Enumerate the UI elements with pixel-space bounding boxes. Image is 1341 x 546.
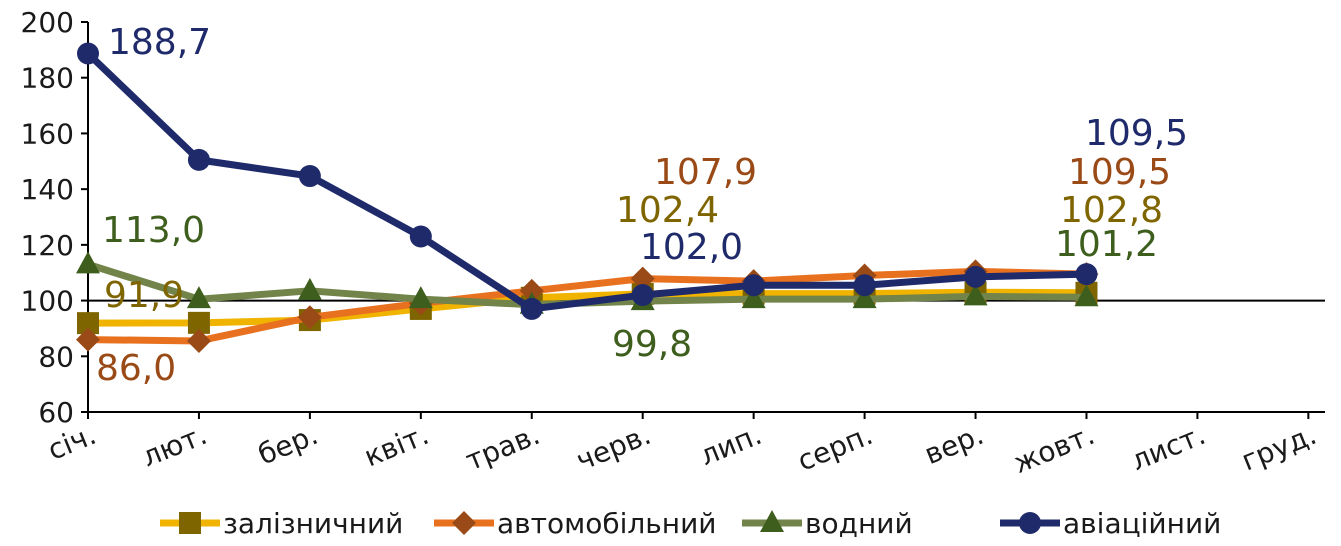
data-point-водний bbox=[1074, 284, 1099, 307]
y-tick-label: 100 bbox=[21, 285, 74, 318]
data-label-водний: 101,2 bbox=[1055, 224, 1158, 265]
data-point-автомобільний bbox=[519, 278, 544, 303]
data-point-водний bbox=[408, 286, 433, 309]
data-labels: 91,9 102,4 102,8 86,0 107,9 109,5 113,0 99,8 101… bbox=[96, 22, 1188, 389]
data-point-залізничний bbox=[179, 512, 201, 534]
data-label-автомобільний: 109,5 bbox=[1068, 152, 1171, 193]
data-point-авіаційний bbox=[409, 225, 432, 248]
series-line bbox=[84, 267, 1090, 345]
x-tick-label: груд. bbox=[1237, 418, 1321, 478]
data-point-водний bbox=[186, 286, 211, 309]
data-label-автомобільний: 86,0 bbox=[96, 348, 176, 389]
series-залізничний bbox=[77, 281, 1098, 335]
data-point-авіаційний bbox=[742, 274, 765, 297]
data-point-авіаційний bbox=[77, 42, 99, 65]
x-tick-label: лип. bbox=[695, 418, 766, 472]
y-tick-label: 80 bbox=[38, 340, 74, 373]
data-label-авіаційний: 188,7 bbox=[108, 22, 211, 63]
y-tick-label: 200 bbox=[21, 6, 74, 39]
y-tick-label: 160 bbox=[21, 117, 74, 150]
data-label-залізничний: 102,4 bbox=[616, 190, 719, 231]
legend-label: авіаційний bbox=[1063, 507, 1221, 540]
data-point-водний bbox=[852, 286, 877, 309]
legend-label: залізничний bbox=[223, 507, 403, 540]
x-tick-label: бер. bbox=[253, 418, 322, 472]
data-label-авіаційний: 102,0 bbox=[640, 227, 743, 268]
x-tick-label: лют. bbox=[137, 418, 211, 474]
data-point-авіаційний bbox=[1075, 263, 1098, 286]
data-point-водний bbox=[297, 277, 322, 300]
x-tick-label: жовт. bbox=[1009, 418, 1099, 480]
data-point-автомобільний bbox=[76, 327, 100, 352]
data-point-автомобільний bbox=[452, 511, 476, 535]
series-авіаційний bbox=[77, 42, 1098, 320]
data-point-водний bbox=[760, 510, 784, 532]
data-label-автомобільний: 107,9 bbox=[654, 152, 757, 193]
x-tick-label: трав. bbox=[461, 418, 544, 477]
x-tick-label: лист. bbox=[1127, 418, 1210, 477]
legend-label: автомобільний bbox=[497, 507, 717, 540]
series-line bbox=[84, 288, 1090, 327]
y-tick-label: 60 bbox=[38, 396, 74, 429]
legend-item-автомобільний: автомобільний bbox=[434, 507, 717, 540]
y-tick-label: 120 bbox=[21, 229, 74, 262]
legend-label: водний bbox=[805, 507, 913, 540]
data-point-водний bbox=[741, 286, 766, 309]
data-point-залізничний bbox=[187, 311, 210, 334]
data-point-водний bbox=[963, 283, 988, 306]
legend-item-авіаційний: авіаційний bbox=[1000, 507, 1221, 540]
data-label-водний: 99,8 bbox=[612, 324, 692, 365]
data-point-авіаційний bbox=[964, 265, 987, 288]
x-tick-label: серп. bbox=[793, 418, 877, 478]
data-point-авіаційний bbox=[631, 284, 654, 306]
data-point-авіаційний bbox=[853, 274, 876, 297]
y-tick-label: 180 bbox=[21, 62, 74, 95]
series-line bbox=[84, 49, 1090, 313]
data-point-автомобільний bbox=[297, 305, 322, 330]
data-point-автомобільний bbox=[630, 266, 655, 291]
data-point-авіаційний bbox=[520, 297, 543, 320]
data-point-залізничний bbox=[77, 312, 99, 335]
data-label-водний: 113,0 bbox=[102, 210, 205, 251]
data-point-водний bbox=[76, 251, 100, 274]
data-label-авіаційний: 109,5 bbox=[1085, 113, 1188, 154]
series-lines bbox=[76, 42, 1099, 353]
x-tick-label: квіт. bbox=[360, 418, 434, 473]
x-tick-label: вер. bbox=[920, 418, 988, 471]
data-point-автомобільний bbox=[186, 328, 211, 353]
data-label-залізничний: 102,8 bbox=[1060, 190, 1163, 231]
data-point-авіаційний bbox=[187, 148, 210, 171]
data-point-авіаційний bbox=[298, 165, 321, 188]
data-label-залізничний: 91,9 bbox=[104, 275, 184, 316]
y-tick-label: 140 bbox=[21, 173, 74, 206]
data-point-авіаційний bbox=[1019, 512, 1041, 534]
x-tick-label: черв. bbox=[572, 418, 656, 477]
legend: залізничний автомобільний водний авіаційний bbox=[160, 507, 1221, 540]
legend-item-водний: водний bbox=[742, 507, 913, 540]
legend-item-залізничний: залізничний bbox=[160, 507, 403, 540]
